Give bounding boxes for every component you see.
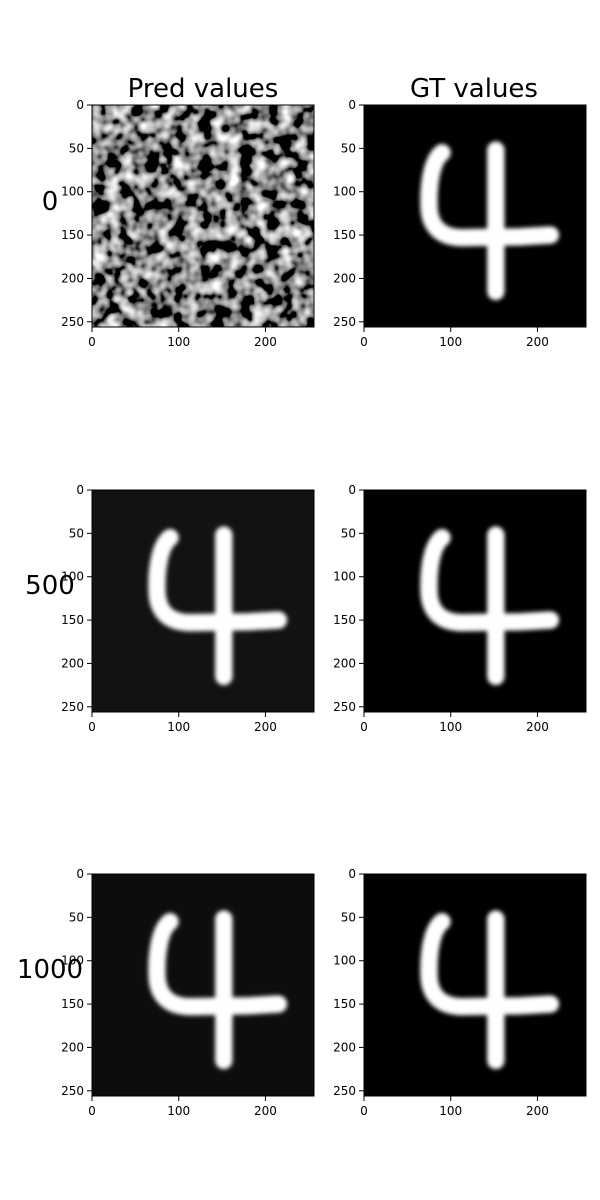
y-tick-label: 250: [333, 1084, 356, 1098]
axes-frame: [363, 489, 587, 713]
row-label-500: 500: [25, 571, 75, 601]
x-tick-label: 100: [167, 335, 190, 349]
y-tick-label: 50: [341, 141, 356, 155]
image-background: [92, 874, 314, 1096]
x-tick-label: 200: [254, 1104, 277, 1118]
image-background: [92, 490, 314, 712]
y-tick-label: 100: [61, 570, 84, 584]
axes-frame: [363, 873, 587, 1097]
y-tick-label: 50: [69, 141, 84, 155]
y-tick-label: 150: [333, 613, 356, 627]
image-background: [364, 105, 586, 327]
column-title-pred: Pred values: [128, 74, 279, 104]
y-tick-label: 50: [69, 526, 84, 540]
x-tick-label: 200: [254, 335, 277, 349]
panel-gt-values-500: 0 100 200 0 50 100 150 200 250: [333, 483, 587, 734]
y-tick-label: 250: [333, 700, 356, 714]
x-tick-label: 100: [439, 720, 462, 734]
y-tick-label: 0: [348, 98, 356, 112]
y-tick-label: 100: [333, 954, 356, 968]
panel-pred-values-0: 0 100 200 0 50 100 150 200 250: [61, 98, 315, 349]
x-tick-label: 200: [526, 720, 549, 734]
image-background: [364, 490, 586, 712]
y-tick-label: 0: [76, 98, 84, 112]
y-tick-label: 200: [61, 271, 84, 285]
panel-pred-values-1000: 0 100 200 0 50 100 150 200 250: [61, 867, 315, 1118]
image-background: [364, 874, 586, 1096]
x-tick-label: 200: [526, 335, 549, 349]
x-tick-label: 100: [439, 1104, 462, 1118]
y-tick-label: 0: [348, 483, 356, 497]
x-tick-label: 200: [254, 720, 277, 734]
y-tick-label: 0: [348, 867, 356, 881]
y-tick-label: 200: [61, 656, 84, 670]
y-tick-label: 50: [341, 910, 356, 924]
y-tick-label: 100: [61, 185, 84, 199]
axes-frame: [91, 104, 315, 328]
x-tick-label: 0: [360, 335, 368, 349]
y-tick-label: 200: [333, 271, 356, 285]
y-tick-label: 250: [333, 315, 356, 329]
noise-image: [92, 105, 314, 327]
y-tick-label: 200: [333, 1040, 356, 1054]
y-tick-label: 150: [61, 228, 84, 242]
panel-grid: 0 100 200 0 50 100 150 200 250 0 100 200 0 50 100 150 20…: [61, 98, 587, 1118]
x-tick-label: 100: [439, 335, 462, 349]
x-tick-label: 200: [526, 1104, 549, 1118]
y-tick-label: 100: [61, 954, 84, 968]
y-tick-label: 250: [61, 700, 84, 714]
y-tick-label: 250: [61, 315, 84, 329]
y-tick-label: 50: [69, 910, 84, 924]
axes-frame: [363, 104, 587, 328]
column-title-gt: GT values: [410, 74, 538, 104]
y-tick-label: 200: [61, 1040, 84, 1054]
x-tick-label: 0: [88, 720, 96, 734]
axes-frame: [91, 489, 315, 713]
x-tick-label: 0: [360, 1104, 368, 1118]
y-tick-label: 150: [333, 228, 356, 242]
panel-gt-values-1000: 0 100 200 0 50 100 150 200 250: [333, 867, 587, 1118]
panel-pred-values-500: 0 100 200 0 50 100 150 200 250: [61, 483, 315, 734]
axes-frame: [91, 873, 315, 1097]
x-tick-label: 0: [360, 720, 368, 734]
y-tick-label: 150: [61, 613, 84, 627]
y-tick-label: 250: [61, 1084, 84, 1098]
y-tick-label: 0: [76, 483, 84, 497]
y-tick-label: 100: [333, 185, 356, 199]
y-tick-label: 50: [341, 526, 356, 540]
y-tick-label: 150: [333, 997, 356, 1011]
row-label-1000: 1000: [17, 955, 83, 985]
x-tick-label: 0: [88, 1104, 96, 1118]
y-tick-label: 200: [333, 656, 356, 670]
y-tick-label: 100: [333, 570, 356, 584]
x-tick-label: 0: [88, 335, 96, 349]
y-tick-label: 0: [76, 867, 84, 881]
y-tick-label: 150: [61, 997, 84, 1011]
x-tick-label: 100: [167, 1104, 190, 1118]
row-label-0: 0: [42, 187, 59, 217]
x-tick-label: 100: [167, 720, 190, 734]
panel-gt-values-0: 0 100 200 0 50 100 150 200 250: [333, 98, 587, 349]
